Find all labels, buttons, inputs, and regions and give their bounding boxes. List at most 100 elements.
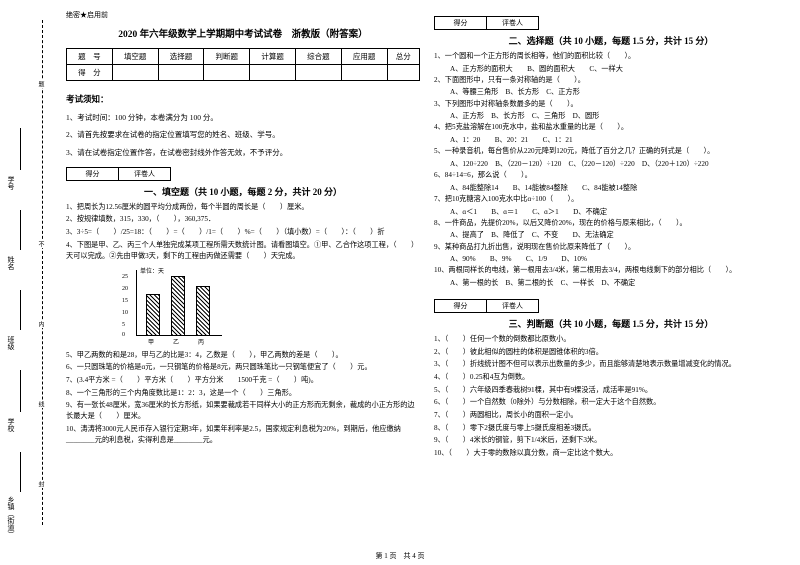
q2-5: 5、一种录音机，每台售价从220元降到120元，降低了百分之几？正确的列式是（ … (434, 146, 788, 157)
dash-label-4: 不 (36, 240, 45, 248)
q2-7-opts: A、ɑ＜1 B、ɑ＝1 C、ɑ＞1 D、不确定 (434, 207, 788, 218)
score-h0: 题 号 (67, 49, 113, 65)
q2-10: 10、两根同样长的电线，第一根用去3/4米，第二根用去3/4，两根电线剩下的部分… (434, 265, 788, 276)
dash-label-5: 题 (36, 80, 45, 88)
grader-label: 评卷人 (487, 17, 538, 29)
section-score-box-2: 得分 评卷人 (434, 16, 539, 30)
score-cell (112, 65, 158, 81)
section-score-box: 得分 评卷人 (66, 167, 171, 181)
exam-title: 2020 年六年级数学上学期期中考试试卷 浙教版（附答案） (66, 26, 420, 40)
underline-4 (20, 210, 21, 250)
score-h1: 填空题 (112, 49, 158, 65)
q2-6: 6、84÷14=6，那么说（ ）。 (434, 170, 788, 181)
q2-3: 3、下列图形中对称轴条数最多的是（ ）。 (434, 99, 788, 110)
notice-item-1: 1、考试时间：100 分钟，本卷满分为 100 分。 (66, 112, 420, 123)
q3-8: 8、（ ）零下2摄氏度与零上5摄氏度相差3摄氏。 (434, 423, 788, 434)
xlabel-1: 甲 (148, 337, 154, 346)
q2-5-opts: A、120÷220 B、（220－120）÷120 C、（220－120）÷22… (434, 159, 788, 170)
underline-5 (20, 128, 21, 170)
tick-5: 5 (122, 322, 125, 328)
q2-8-opts: A、提高了 B、降低了 C、不变 D、无法确定 (434, 230, 788, 241)
bar-2 (171, 276, 185, 336)
notice-title: 考试须知： (66, 93, 420, 105)
score-cell (204, 65, 250, 81)
q2-4: 4、把5克盐溶解在100克水中，盐和盐水重量的比是（ ）。 (434, 122, 788, 133)
underline-1 (20, 452, 21, 492)
q3-10: 10、（ ）大于零的数除以真分数，商一定比这个数大。 (434, 448, 788, 459)
q1-1: 1、把周长为12.56厘米的圆平均分成两份，每个半圆的周长是（ ）厘米。 (66, 202, 420, 213)
dash-label-2: 线 (36, 400, 45, 408)
q1-9: 9、有一张长48厘米，宽36厘米的长方形纸，如果要裁成若干同样大小的正方形而无剩… (66, 400, 420, 422)
score-h7: 总分 (387, 49, 419, 65)
field-name: 姓名 (6, 256, 16, 270)
underline-3 (20, 290, 21, 330)
q1-2: 2、按规律填数，315，330，（ ），360,375． (66, 214, 420, 225)
tick-25: 25 (122, 274, 128, 280)
grader-label: 评卷人 (487, 300, 538, 312)
underline-2 (20, 370, 21, 412)
top-mark: 绝密★启用前 (66, 10, 420, 20)
q2-2-opts: A、等腰三角形 B、长方形 C、正方形 (434, 87, 788, 98)
notice-item-2: 2、请首先按要求在试卷的指定位置填写您的姓名、班级、学号。 (66, 129, 420, 140)
xlabel-3: 丙 (198, 337, 204, 346)
grader-label: 评卷人 (119, 168, 170, 180)
score-cell (295, 65, 341, 81)
score-h6: 应用题 (341, 49, 387, 65)
score-h4: 计算题 (250, 49, 296, 65)
q3-4: 4、（ ）0.25和4互为倒数。 (434, 372, 788, 383)
q2-1-opts: A、正方形的面积大 B、圆的面积大 C、一样大 (434, 64, 788, 75)
q3-3: 3、（ ）折线统计图不但可以表示出数量的多少，而且能够清楚地表示数量增减变化的情… (434, 359, 788, 370)
dash-label-3: 内 (36, 320, 45, 328)
q1-6: 6、一只圆珠笔的价格是ɑ元，一只钢笔的价格是8元，两只圆珠笔比一只钢笔便宜了（ … (66, 362, 420, 373)
table-row: 得 分 (67, 65, 420, 81)
score-label: 得分 (435, 300, 487, 312)
score-cell (341, 65, 387, 81)
field-class: 班级 (6, 336, 16, 350)
q2-1: 1、一个圆和一个正方形的周长相等，他们的面积比较（ ）。 (434, 51, 788, 62)
score-h2: 选择题 (158, 49, 204, 65)
field-id: 学号 (6, 176, 16, 190)
q1-10: 10、涛涛将3000元人民币存入银行定期3年，如果年利率是2.5，国家规定利息税… (66, 424, 420, 446)
content-columns: 绝密★启用前 2020 年六年级数学上学期期中考试试卷 浙教版（附答案） 题 号… (60, 0, 800, 565)
q2-7: 7、把10克糖溶入100克水中比ɑ÷100（ ）。 (434, 194, 788, 205)
q3-6: 6、（ ）一个自然数（0除外）与分数相除，积一定大于这个自然数。 (434, 397, 788, 408)
q3-9: 9、（ ）4米长的钢管，剪下1/4米后，还剩下3米。 (434, 435, 788, 446)
q1-4: 4、下图是甲、乙、丙三个人单独完成某项工程所需天数统计图。请看图填空。①甲、乙合… (66, 240, 420, 262)
bar-1 (146, 294, 160, 336)
score-cell (250, 65, 296, 81)
score-table: 题 号 填空题 选择题 判断题 计算题 综合题 应用题 总分 得 分 (66, 48, 420, 81)
section-2-title: 二、选择题（共 10 小题，每题 1.5 分，共计 15 分） (434, 34, 788, 47)
bar-3 (196, 286, 210, 336)
q2-4-opts: A、1：20 B、20：21 C、1：21 (434, 135, 788, 146)
score-cell (387, 65, 419, 81)
q2-3-opts: A、正方形 B、长方形 C、三角形 D、圆形 (434, 111, 788, 122)
tick-10: 10 (122, 310, 128, 316)
dash-label-1: 封 (36, 480, 45, 488)
field-school: 学校 (6, 418, 16, 432)
q2-6-opts: A、84能整除14 B、14能被84整除 C、84能被14整除 (434, 183, 788, 194)
q1-5: 5、甲乙两数的和是28，甲与乙的比是3：4，乙数是（ ），甲乙两数的差是（ ）。 (66, 350, 420, 361)
tick-0: 0 (122, 332, 125, 338)
left-column: 绝密★启用前 2020 年六年级数学上学期期中考试试卷 浙教版（附答案） 题 号… (66, 10, 420, 545)
q1-8: 8、一个三角形的三个内角度数比是1：2：3，这是一个（ ）三角形。 (66, 388, 420, 399)
notice-item-3: 3、请在试卷指定位置作答，在试卷密封线外作答无效，不予评分。 (66, 147, 420, 158)
score-label: 得分 (435, 17, 487, 29)
score-h5: 综合题 (295, 49, 341, 65)
q2-9-opts: A、90% B、9% C、1/9 D、10% (434, 254, 788, 265)
q2-10-opts: A、第一根的长 B、第二根的长 C、一样长 D、不确定 (434, 278, 788, 289)
binding-dash-line (42, 20, 43, 525)
q3-7: 7、（ ）两圆相比，周长小的面积一定小。 (434, 410, 788, 421)
q1-7: 7、(3.4平方米 =（ ）平方米（ ）平方分米 1500千克 =（ ）吨)。 (66, 375, 420, 386)
right-column: 得分 评卷人 二、选择题（共 10 小题，每题 1.5 分，共计 15 分） 1… (434, 10, 788, 545)
page-footer: 第 1 页 共 4 页 (376, 551, 425, 561)
q2-8: 8、一件商品，先提价20%，以后又降价20%，现在的价格与原来相比，（ ）。 (434, 218, 788, 229)
q2-9: 9、某种商品打九折出售，说明现在售价比原来降低了（ ）。 (434, 242, 788, 253)
section-1-title: 一、填空题（共 10 小题，每题 2 分，共计 20 分） (66, 185, 420, 198)
chart-unit: 单位：天 (140, 266, 164, 275)
score-cell (158, 65, 204, 81)
field-township: 乡镇（街道） (6, 496, 16, 538)
binding-margin: 乡镇（街道） 学校 班级 姓名 学号 封 线 内 不 题 (0, 0, 60, 565)
y-axis (136, 270, 137, 336)
score-r0: 得 分 (67, 65, 113, 81)
q2-2: 2、下面图形中，只有一条对称轴的是（ ）。 (434, 75, 788, 86)
